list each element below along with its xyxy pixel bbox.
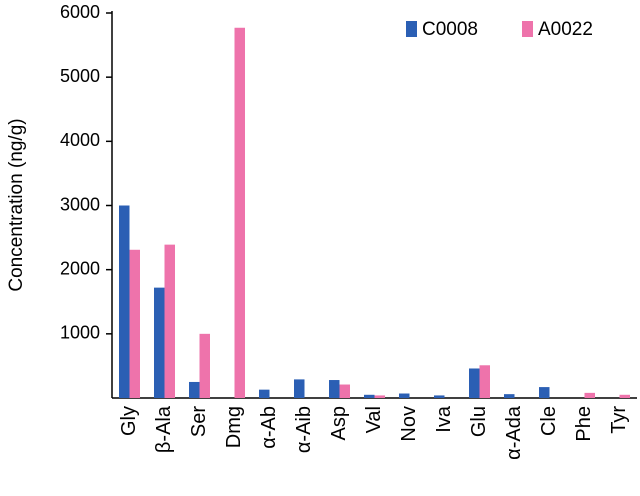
y-axis-title: Concentration (ng/g) (6, 118, 27, 291)
legend-swatch (406, 21, 417, 37)
legend-swatch (522, 21, 533, 37)
y-tick-label: 3000 (60, 194, 100, 214)
y-tick-label: 2000 (60, 258, 100, 278)
x-tick-label: Iva (433, 405, 455, 433)
bar (119, 205, 130, 398)
x-tick-label: α-Ada (503, 405, 525, 460)
x-tick-label: β-Ala (153, 405, 175, 453)
bar (364, 394, 375, 398)
legend-label: A0022 (538, 19, 593, 40)
x-tick-label: Val (363, 406, 385, 433)
bar (399, 393, 410, 398)
x-tick-label: Phe (573, 406, 595, 442)
x-tick-label: Dmg (223, 406, 245, 448)
x-tick-label: α-Aib (293, 406, 315, 453)
y-tick-label: 6000 (60, 2, 100, 22)
bar (434, 395, 445, 398)
bar (469, 368, 480, 398)
bar (584, 392, 595, 398)
x-tick-label: Glu (468, 406, 490, 437)
bar (199, 333, 210, 398)
bar (154, 287, 165, 398)
bar (189, 381, 200, 398)
bar (259, 389, 270, 398)
bar (374, 395, 385, 398)
bar (294, 379, 305, 398)
bar (619, 394, 630, 398)
x-tick-label: Asp (328, 406, 350, 440)
x-tick-label: α-Ab (258, 406, 280, 449)
bar (339, 384, 350, 398)
x-tick-label: Nov (398, 406, 420, 442)
legend-label: C0008 (422, 19, 478, 40)
bar (539, 387, 550, 398)
bar (479, 365, 490, 398)
x-tick-label: Tyr (608, 406, 630, 434)
x-tick-label: Ser (188, 406, 210, 437)
bar (164, 244, 175, 398)
bar (129, 249, 140, 398)
bar (504, 394, 515, 398)
bar (234, 27, 245, 399)
x-tick-label: Gly (118, 406, 140, 436)
x-tick-label: Cle (538, 406, 560, 436)
y-tick-label: 1000 (60, 323, 100, 343)
bar (329, 380, 340, 398)
y-tick-label: 4000 (60, 130, 100, 150)
y-tick-label: 5000 (60, 66, 100, 86)
